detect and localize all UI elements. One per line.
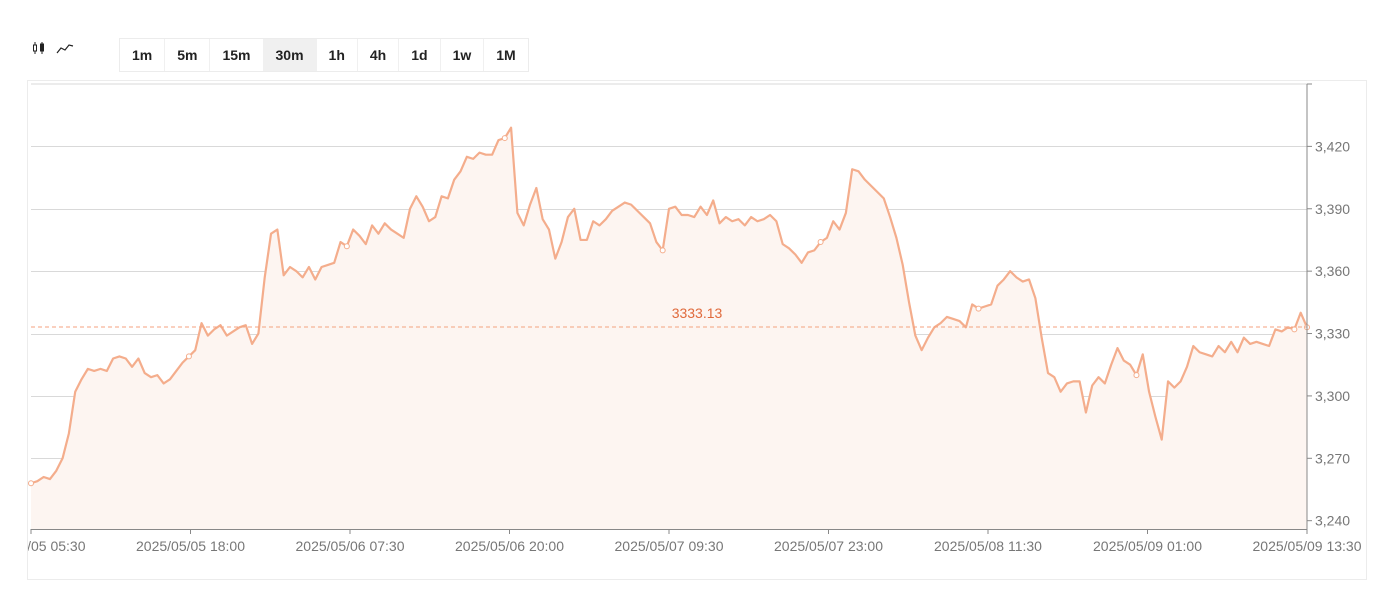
x-tick-label: 2025/05/06 07:30 xyxy=(296,538,405,554)
y-tick-label: 3,360 xyxy=(1315,263,1350,279)
x-tick-label: 2025/05/09 13:30 xyxy=(1253,538,1362,554)
data-point xyxy=(975,305,982,312)
interval-1m[interactable]: 1m xyxy=(120,39,166,71)
y-tick-label: 3,420 xyxy=(1315,138,1350,154)
data-point xyxy=(501,135,508,142)
data-point xyxy=(1291,326,1298,333)
interval-5m[interactable]: 5m xyxy=(165,39,211,71)
x-tick-label: 2025/05/08 11:30 xyxy=(934,538,1042,554)
interval-1h[interactable]: 1h xyxy=(317,39,358,71)
x-tick-label: 2025/05/07 09:30 xyxy=(615,538,724,554)
data-point xyxy=(185,353,192,360)
interval-30m[interactable]: 30m xyxy=(263,39,317,71)
price-line xyxy=(30,126,1309,485)
data-point xyxy=(28,480,34,487)
interval-selector: 1m 5m 15m 30m 1h 4h 1d 1w 1M xyxy=(119,38,529,72)
data-point xyxy=(659,247,666,254)
x-tick-label: 2025/05/05 05:30 xyxy=(28,538,86,554)
interval-4h[interactable]: 4h xyxy=(358,39,400,71)
x-tick-label: 2025/05/09 01:00 xyxy=(1093,538,1202,554)
x-tick-label: 2025/05/06 20:00 xyxy=(455,538,564,554)
data-point xyxy=(817,239,824,246)
line-chart-icon[interactable] xyxy=(53,38,77,58)
interval-15m[interactable]: 15m xyxy=(210,39,264,71)
chart-type-toggle xyxy=(27,38,77,58)
interval-1M[interactable]: 1M xyxy=(496,47,516,63)
interval-1w[interactable]: 1w xyxy=(441,39,485,71)
reference-line-label: 3333.13 xyxy=(672,305,723,321)
price-chart-panel: 3333.13 3,240 3,270 3,300 3,330 3,360 3,390 3,4… xyxy=(27,80,1367,580)
price-chart[interactable]: 3333.13 3,240 3,270 3,300 3,330 3,360 3,390 3,4… xyxy=(28,81,1368,581)
x-tick-label: 2025/05/07 23:00 xyxy=(774,538,883,554)
y-tick-label: 3,300 xyxy=(1315,388,1350,404)
y-tick-label: 3,240 xyxy=(1315,513,1350,529)
y-tick-label: 3,390 xyxy=(1315,201,1350,217)
x-tick-label: 2025/05/05 18:00 xyxy=(136,538,245,554)
price-area xyxy=(31,127,1307,530)
y-tick-label: 3,330 xyxy=(1315,326,1350,342)
interval-1d[interactable]: 1d xyxy=(399,39,441,71)
data-point xyxy=(343,243,350,250)
candlestick-icon[interactable] xyxy=(27,38,51,58)
y-tick-label: 3,270 xyxy=(1315,450,1350,466)
data-point xyxy=(1133,372,1140,379)
